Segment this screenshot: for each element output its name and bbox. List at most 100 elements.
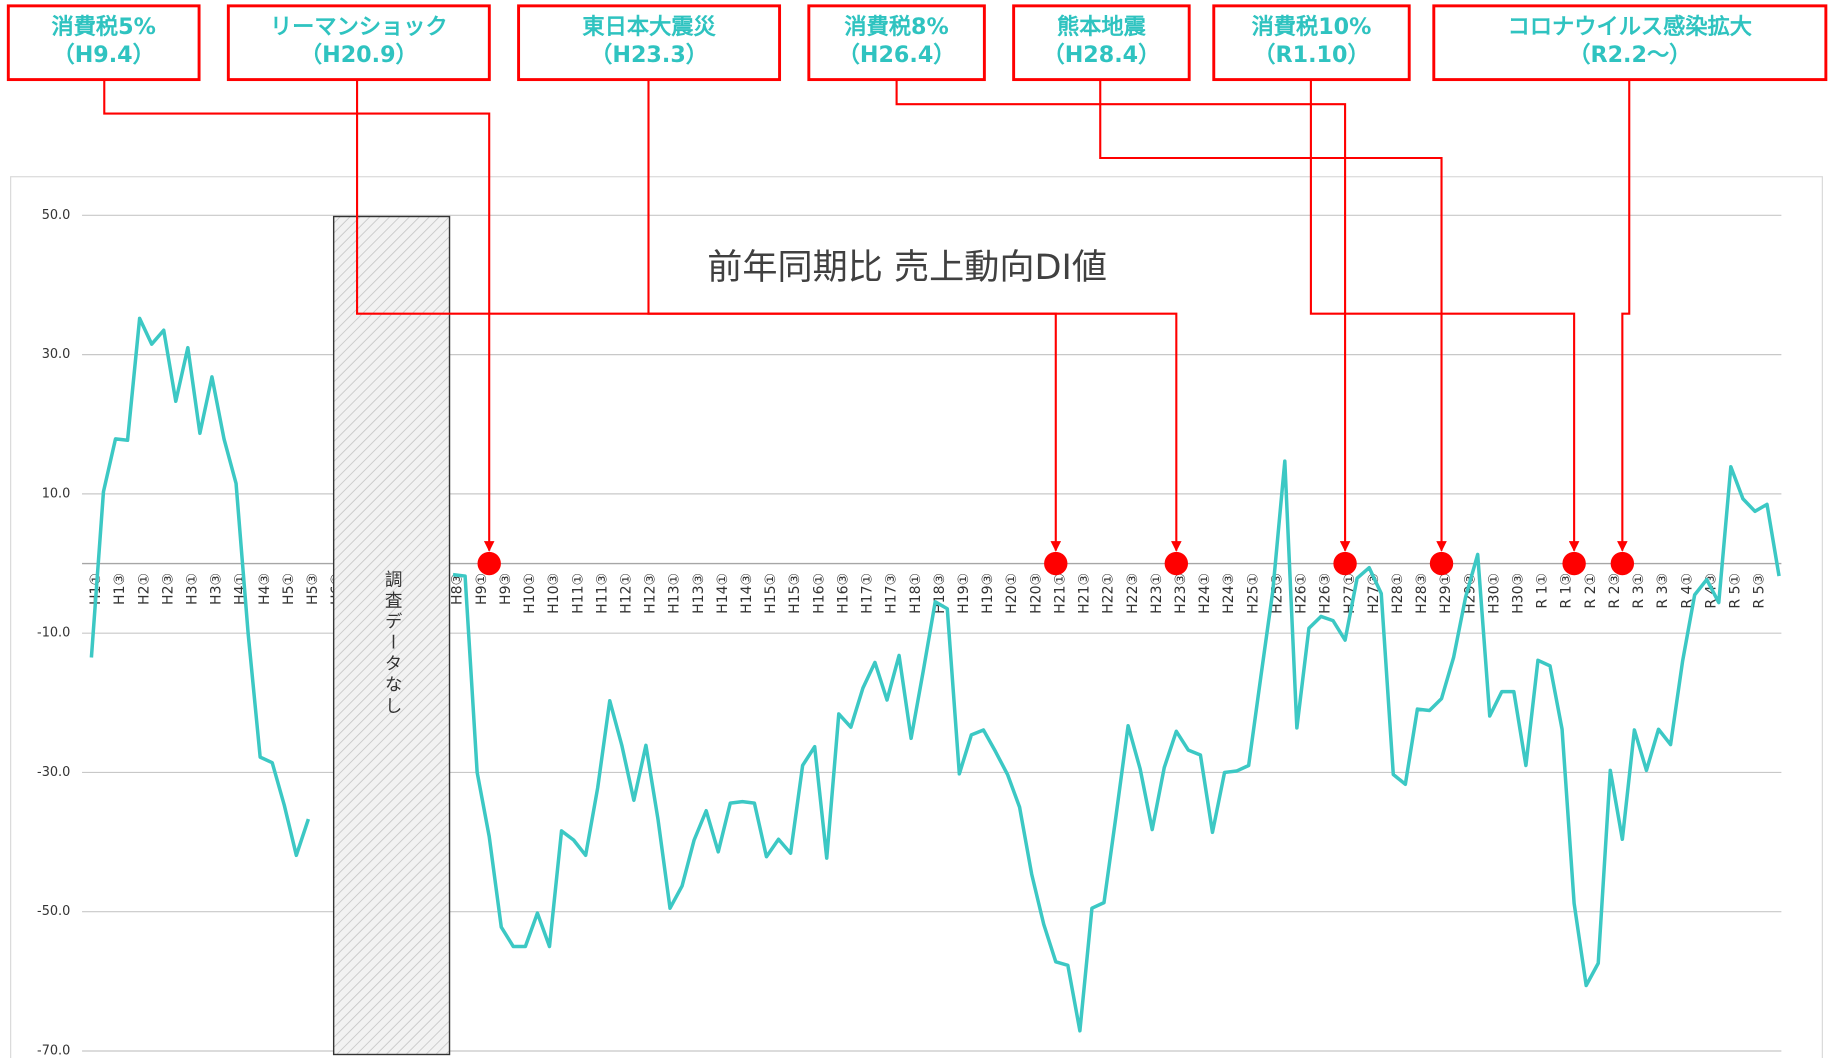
x-tick-label: H22③ [1125,573,1141,614]
x-tick-label: H14① [715,573,731,614]
x-tick-label: H12③ [643,573,659,614]
y-tick-label: -70.0 [37,1043,70,1058]
x-tick-label: H9③ [498,573,514,605]
x-tick-label: H14③ [739,573,755,614]
x-tick-label: H2③ [160,573,176,605]
x-tick-label: H2① [136,573,152,605]
annotation-text: （H23.3） [590,42,708,68]
x-tick-label: H15③ [787,573,803,614]
no-data-label: 調査データなし [382,570,402,717]
event-marker [1164,551,1189,576]
x-tick-label: H17① [860,573,876,614]
x-tick-label: H21① [1052,573,1068,614]
y-tick-label: -30.0 [37,765,70,780]
event-marker [477,551,501,576]
annotation-text: （R2.2～） [1568,42,1691,68]
event-marker [1429,551,1454,576]
annotation-box [517,4,782,82]
event-marker [1044,551,1068,576]
y-tick-label: -50.0 [37,904,70,919]
chart-title: 前年同期比 売上動向DI値 [707,247,1107,288]
x-tick-label: R 4① [1679,573,1695,609]
x-tick-label: H15① [763,573,779,614]
x-tick-label: H24③ [1221,573,1237,614]
event-marker [1610,551,1635,576]
annotation-text: 熊本地震 [1057,13,1147,40]
annotation-text: （R1.10） [1253,42,1369,68]
x-tick-label: H25① [1245,573,1261,614]
annotation-connector [1309,79,1580,552]
annotation-box [6,4,201,82]
x-tick-label: H18① [908,573,924,614]
x-tick-label: H5① [281,573,297,605]
event-marker [1562,551,1586,576]
y-tick-label: 10.0 [42,486,71,501]
x-tick-label: H19③ [980,573,996,614]
x-tick-label: R 5③ [1752,573,1768,609]
x-tick-label: H1③ [112,573,128,605]
no-data-box [332,215,451,1056]
x-tick-label: R 1③ [1559,573,1575,609]
annotation-text: 東日本大震災 [582,14,716,40]
x-tick-label: H30① [1486,573,1502,614]
x-tick-label: R 1① [1535,573,1551,609]
annotation-connector [1617,79,1631,552]
x-tick-label: H28① [1390,573,1406,614]
x-tick-label: H29③ [1462,573,1478,614]
x-tick-label: H26① [1294,573,1310,614]
annotation-box [807,4,986,82]
annotation-text: 消費税8% [844,13,948,40]
x-tick-label: H11① [570,573,586,614]
x-tick-label: H5③ [305,573,321,605]
annotation-connector [103,79,495,552]
annotation-box [226,4,491,82]
x-tick-label: R 2③ [1607,573,1623,609]
x-tick-label: H21③ [1077,573,1093,614]
x-tick-label: H29① [1438,573,1454,614]
x-tick-label: H8③ [450,573,466,605]
annotation-box [1432,4,1828,82]
event-marker [1333,551,1357,576]
x-tick-label: H13③ [691,573,707,614]
x-tick-label: H23① [1149,573,1165,614]
y-tick-label: 50.0 [42,208,71,223]
x-tick-label: H19① [956,573,972,614]
annotation-box [1012,4,1191,82]
x-tick-label: H17③ [884,573,900,614]
x-tick-label: H9① [474,573,490,605]
annotation-text: （H20.9） [300,42,418,68]
x-tick-label: H3③ [209,573,225,605]
x-tick-label: H10① [522,573,538,614]
annotation-box [1212,4,1411,82]
x-tick-label: H12① [618,573,634,614]
x-tick-label: H26③ [1318,573,1334,614]
x-tick-label: H24① [1197,573,1213,614]
annotation-text: リーマンショック [270,14,448,40]
x-tick-label: H30③ [1511,573,1527,614]
x-tick-label: R 2① [1583,573,1599,609]
annotation-connector [895,79,1351,552]
x-tick-label: H11③ [594,573,610,614]
annotation-text: （H28.4） [1042,42,1160,68]
x-tick-label: H16③ [835,573,851,614]
x-tick-label: H20① [1004,573,1020,614]
annotation-text: 消費税10% [1252,13,1372,40]
x-tick-label: H20③ [1028,573,1044,614]
annotation-text: コロナウイルス感染拡大 [1508,13,1752,40]
x-tick-label: H13① [667,573,683,614]
annotation-text: （H9.4） [52,42,154,68]
x-tick-label: H23③ [1173,573,1189,614]
annotation-connector [1099,79,1447,552]
y-tick-label: 30.0 [42,347,71,362]
annotation-text: （H26.4） [838,42,956,68]
x-tick-label: H16① [811,573,827,614]
line-series [89,316,1781,1033]
x-tick-label: H10③ [546,573,562,614]
x-tick-label: H28③ [1414,573,1430,614]
x-tick-label: H3① [185,573,201,605]
plot-frame [10,176,1823,1058]
x-tick-label: R 3③ [1655,573,1671,609]
y-tick-label: -10.0 [37,626,70,641]
x-tick-label: R 3① [1631,573,1647,609]
